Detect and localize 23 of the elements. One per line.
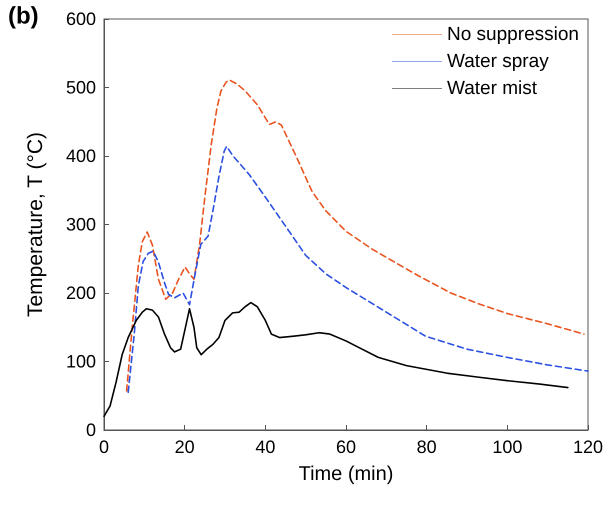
x-tick-label: 100 (492, 437, 522, 457)
y-tick-label: 600 (66, 9, 96, 29)
y-axis-title: Temperature, T (°C) (24, 132, 47, 318)
legend-label: Water mist (446, 78, 538, 99)
line-series (126, 79, 585, 392)
line-series (127, 146, 589, 394)
x-tick-label: 120 (572, 437, 604, 457)
x-tick-label: 80 (416, 437, 437, 457)
y-tick-label: 200 (66, 283, 96, 303)
legend-label: Water spray (446, 51, 550, 72)
x-axis-title: Time (min) (298, 463, 394, 485)
y-tick-label: 400 (66, 146, 96, 166)
y-tick-label: 0 (86, 420, 96, 440)
x-tick-label: 20 (174, 437, 195, 457)
text: (b) (8, 2, 39, 30)
line-series (103, 302, 569, 418)
x-tick-label: 60 (336, 437, 356, 457)
y-tick-label: 300 (66, 214, 96, 234)
x-tick-label: 40 (255, 437, 276, 457)
y-tick-label: 500 (66, 78, 96, 98)
legend-label: No suppression (446, 24, 580, 45)
x-tick-label: 0 (98, 437, 110, 457)
y-tick-label: 100 (66, 352, 96, 372)
